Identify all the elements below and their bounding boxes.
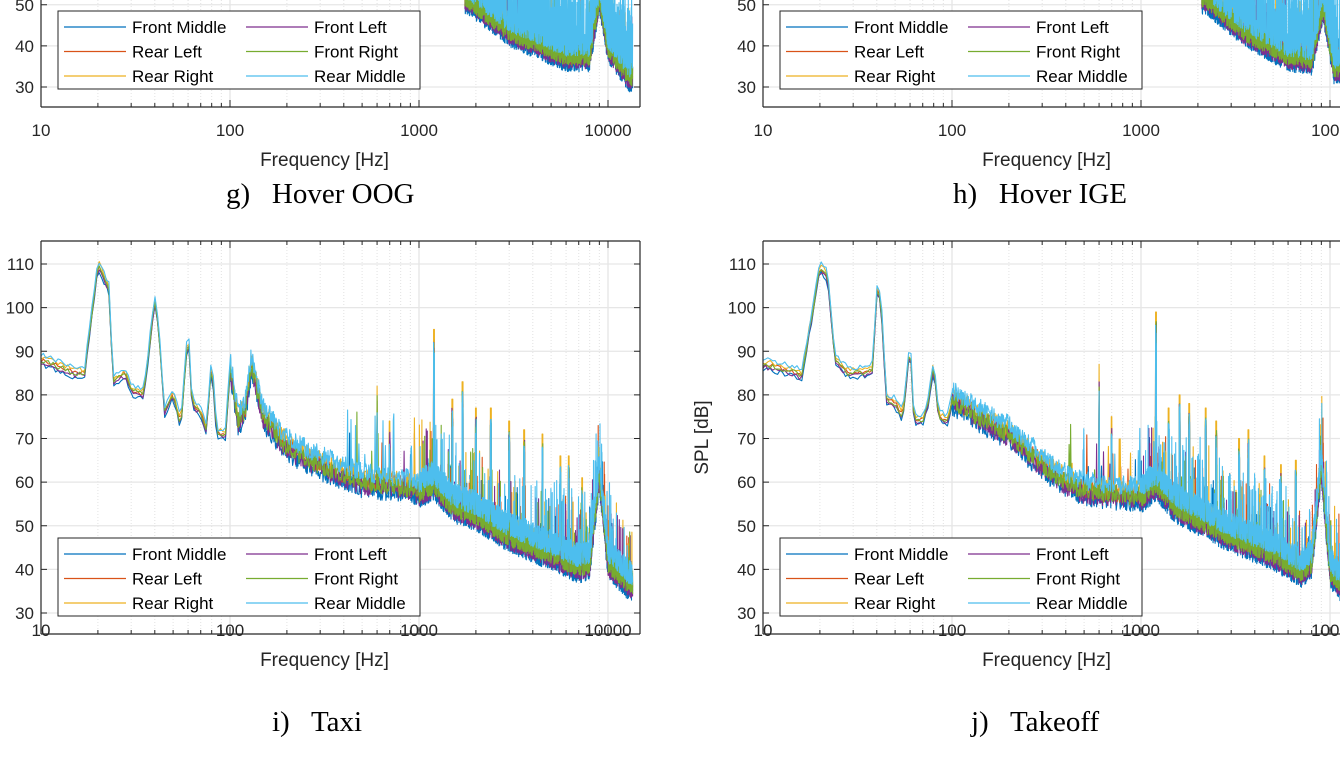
- series-line-rear-middle: [468, 0, 634, 78]
- y-tick-label: 40: [15, 37, 34, 56]
- y-tick-label: 80: [15, 386, 34, 405]
- chart-i: 10 100 1000 10000 30 40 50 60 70 80 90 100 110 Freque…: [6, 240, 641, 671]
- x-tick-label: 1000: [1311, 121, 1340, 140]
- legend-label: Front Left: [1036, 18, 1109, 37]
- x-tick-label: 10: [754, 621, 773, 640]
- x-axis-label: Frequency [Hz]: [982, 650, 1111, 671]
- legend-label: Rear Right: [854, 594, 936, 613]
- chart-j: 10 100 1000 1000 30 40 50 60 70 80 90 100 110 Frequen…: [692, 240, 1340, 671]
- series-group: [763, 261, 1340, 602]
- x-tick-label: 100: [216, 621, 244, 640]
- panel-h-hover-ige: 10 100 1000 1000 30 40 50 Frequency [Hz] Front M…: [680, 0, 1340, 230]
- series-group: [41, 261, 634, 601]
- legend-label: Rear Right: [132, 67, 214, 86]
- y-tick-label: 40: [737, 37, 756, 56]
- legend: Front Middle Front Left Rear Left Front Rig…: [57, 10, 421, 90]
- y-tick-label: 100: [6, 299, 34, 318]
- legend-label: Rear Left: [854, 570, 924, 589]
- legend-label: Front Middle: [132, 18, 226, 37]
- y-tick-label: 30: [15, 604, 34, 623]
- panel-g-hover-oog: 10 100 1000 10000 30 40 50 Frequency [Hz] Front …: [0, 0, 670, 230]
- legend-label: Front Middle: [854, 545, 948, 564]
- legend-label: Rear Right: [132, 594, 214, 613]
- legend-label: Rear Right: [854, 67, 936, 86]
- legend-label: Rear Left: [132, 570, 202, 589]
- caption-i: i) Taxi: [272, 706, 363, 738]
- x-tick-label: 10: [32, 621, 51, 640]
- x-tick-label: 1000: [1122, 621, 1160, 640]
- x-tick-label: 10: [754, 121, 773, 140]
- y-tick-label: 60: [15, 473, 34, 492]
- x-tick-label: 1000: [400, 121, 438, 140]
- y-tick-label: 40: [15, 560, 34, 579]
- caption-j: j) Takeoff: [971, 706, 1100, 738]
- series-line-rear-middle: [41, 262, 634, 586]
- y-tick-label: 50: [15, 517, 34, 536]
- series-group: [464, 0, 634, 93]
- legend-label: Rear Left: [132, 43, 202, 62]
- chart-h: 10 100 1000 1000 30 40 50 Frequency [Hz] Front M…: [737, 0, 1340, 171]
- y-axis-label: SPL [dB]: [692, 400, 713, 474]
- legend-label: Front Left: [314, 18, 387, 37]
- y-tick-label: 90: [737, 342, 756, 361]
- x-tick-label: 1000: [1311, 621, 1340, 640]
- chart-g: 10 100 1000 10000 30 40 50 Frequency [Hz] Front …: [15, 0, 641, 171]
- y-tick-label: 50: [15, 0, 34, 15]
- legend-label: Front Right: [1036, 570, 1120, 589]
- legend-label: Front Left: [314, 545, 387, 564]
- legend: Front Middle Front Left Rear Left Front Rig…: [779, 10, 1143, 90]
- legend: Front Middle Front Left Rear Left Front Rig…: [57, 537, 421, 617]
- legend-label: Rear Middle: [1036, 594, 1128, 613]
- caption-h: h) Hover IGE: [953, 178, 1127, 210]
- panel-j-takeoff: 10 100 1000 1000 30 40 50 60 70 80 90 100 110 Frequen…: [680, 230, 1340, 758]
- legend-label: Rear Middle: [314, 67, 406, 86]
- series-line-rear-middle: [763, 261, 1340, 582]
- legend-label: Rear Left: [854, 43, 924, 62]
- legend-label: Front Left: [1036, 545, 1109, 564]
- y-tick-label: 50: [737, 517, 756, 536]
- y-tick-label: 30: [737, 604, 756, 623]
- x-axis-label: Frequency [Hz]: [260, 150, 389, 171]
- x-tick-label: 100: [938, 121, 966, 140]
- y-tick-label: 30: [15, 78, 34, 97]
- y-tick-label: 110: [729, 255, 756, 274]
- caption-g: g) Hover OOG: [226, 178, 415, 210]
- y-tick-label: 70: [15, 430, 34, 449]
- x-axis-label: Frequency [Hz]: [260, 650, 389, 671]
- x-tick-label: 100: [938, 621, 966, 640]
- legend-label: Front Right: [314, 570, 398, 589]
- y-tick-label: 60: [737, 473, 756, 492]
- y-tick-label: 30: [737, 78, 756, 97]
- y-tick-label: 110: [7, 255, 34, 274]
- legend-label: Front Middle: [854, 18, 948, 37]
- x-tick-label: 10: [32, 121, 51, 140]
- legend-label: Front Right: [1036, 43, 1120, 62]
- x-tick-label: 10000: [584, 121, 631, 140]
- legend: Front Middle Front Left Rear Left Front Rig…: [779, 537, 1143, 617]
- x-tick-label: 1000: [400, 621, 438, 640]
- y-tick-label: 50: [737, 0, 756, 15]
- panel-i-taxi: 10 100 1000 10000 30 40 50 60 70 80 90 100 110 Freque…: [0, 230, 670, 758]
- x-tick-label: 100: [216, 121, 244, 140]
- legend-label: Front Middle: [132, 545, 226, 564]
- x-tick-label: 10000: [584, 621, 631, 640]
- legend-label: Rear Middle: [1036, 67, 1128, 86]
- series-group: [1201, 0, 1340, 85]
- y-tick-label: 70: [737, 430, 756, 449]
- y-tick-label: 40: [737, 560, 756, 579]
- y-tick-label: 90: [15, 342, 34, 361]
- legend-label: Rear Middle: [314, 594, 406, 613]
- x-tick-label: 1000: [1122, 121, 1160, 140]
- x-axis-label: Frequency [Hz]: [982, 150, 1111, 171]
- series-line-rear-middle: [1213, 0, 1340, 69]
- y-tick-label: 80: [737, 386, 756, 405]
- y-tick-label: 100: [728, 299, 756, 318]
- legend-label: Front Right: [314, 43, 398, 62]
